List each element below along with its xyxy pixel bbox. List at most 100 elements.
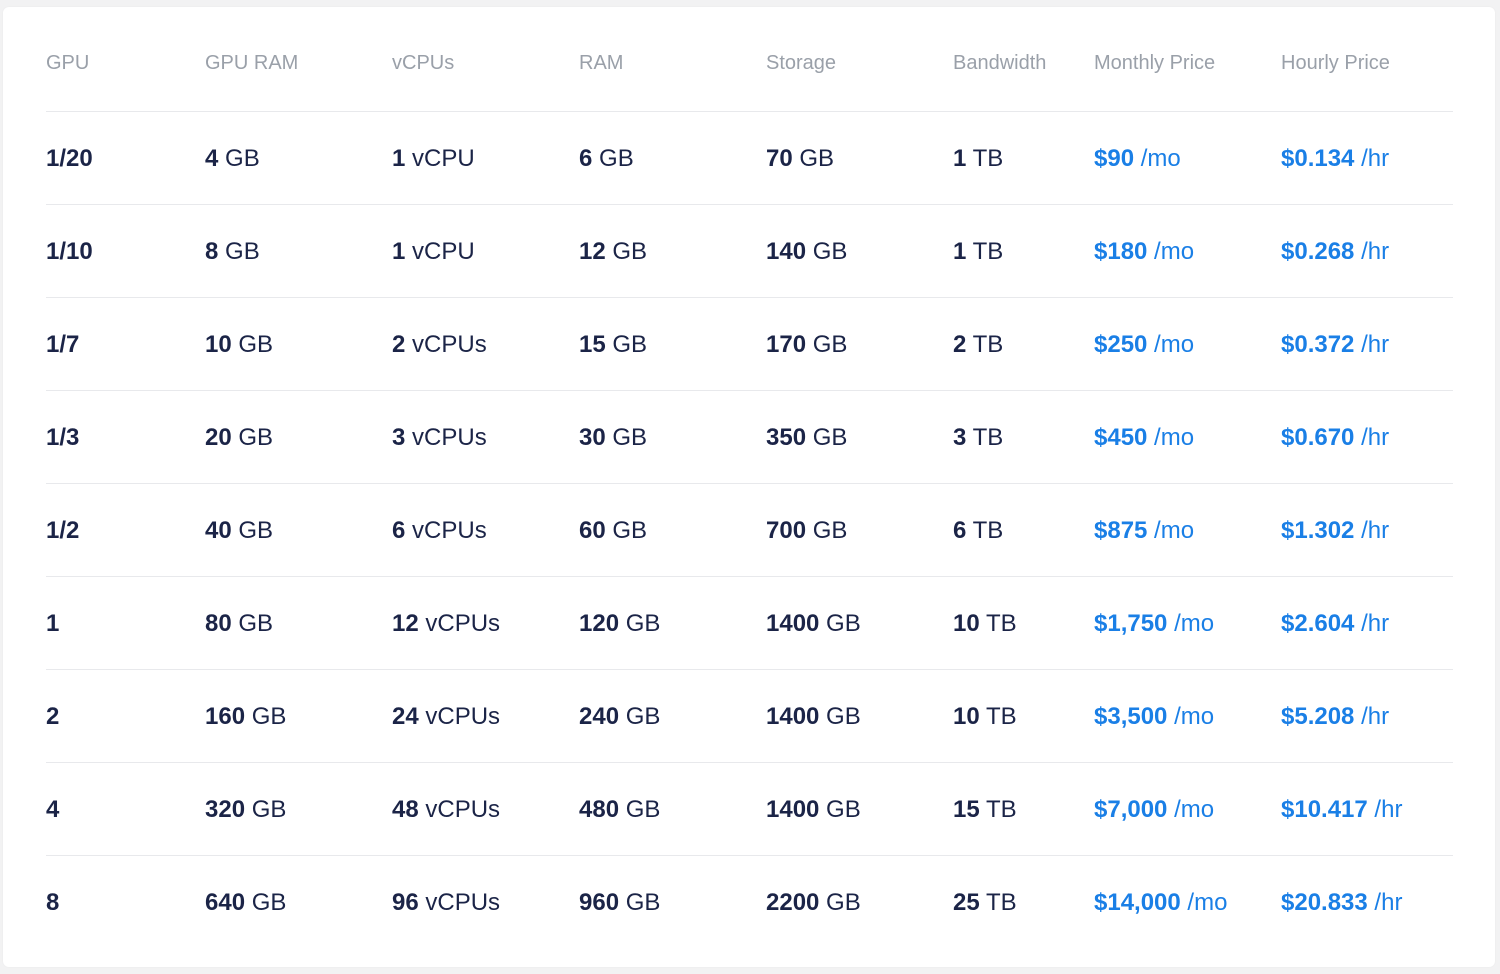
cell-unit: TB	[979, 610, 1017, 637]
cell-monthly-price: $1,750 /mo	[1094, 610, 1214, 638]
cell-number: 120	[579, 610, 620, 637]
table-row: 1/20 4 GB 1 vCPU 6 GB 70 GB 1 TB $90 /mo $0.134…	[46, 112, 1453, 205]
cell-number: 10	[953, 703, 980, 730]
cell-gpu: 1/3	[46, 424, 79, 452]
cell-gpu: 8	[46, 889, 59, 917]
cell-number: $875	[1094, 517, 1148, 544]
cell-unit: GB	[605, 238, 648, 265]
cell-unit: GB	[245, 703, 287, 730]
cell-number: 40	[205, 517, 232, 544]
cell-unit: vCPU	[405, 145, 475, 172]
cell-value: 1/20	[46, 145, 93, 172]
cell-number: 1	[953, 145, 967, 172]
cell-number: $1.302	[1281, 517, 1355, 544]
cell-number: $0.670	[1281, 424, 1355, 451]
cell-vcpus: 12 vCPUs	[392, 610, 500, 638]
table-row: 4 320 GB 48 vCPUs 480 GB 1400 GB 15 TB $7,000 …	[46, 763, 1453, 856]
cell-hourly-price: $0.670 /hr	[1281, 424, 1389, 452]
cell-gpu-ram: 160 GB	[205, 703, 286, 731]
cell-ram: 15 GB	[579, 331, 647, 359]
cell-bandwidth: 1 TB	[953, 238, 1003, 266]
table-row: 1/7 10 GB 2 vCPUs 15 GB 170 GB 2 TB $250 /mo $0…	[46, 298, 1453, 391]
cell-unit: /hr	[1354, 424, 1390, 451]
cell-gpu-ram: 20 GB	[205, 424, 273, 452]
cell-unit: GB	[619, 889, 661, 916]
cell-number: 2	[392, 331, 406, 358]
cell-number: $14,000	[1094, 889, 1181, 916]
cell-ram: 960 GB	[579, 889, 660, 917]
cell-unit: /hr	[1367, 889, 1403, 916]
cell-value: 8	[46, 889, 60, 916]
cell-gpu-ram: 320 GB	[205, 796, 286, 824]
cell-storage: 350 GB	[766, 424, 847, 452]
cell-unit: vCPUs	[405, 424, 487, 451]
cell-number: 240	[579, 703, 620, 730]
cell-unit: /hr	[1354, 145, 1390, 172]
cell-ram: 240 GB	[579, 703, 660, 731]
cell-number: 640	[205, 889, 246, 916]
cell-unit: /mo	[1167, 610, 1215, 637]
cell-vcpus: 48 vCPUs	[392, 796, 500, 824]
cell-unit: GB	[231, 517, 274, 544]
cell-bandwidth: 15 TB	[953, 796, 1017, 824]
cell-number: 30	[579, 424, 606, 451]
cell-number: 140	[766, 238, 807, 265]
header-gpu: GPU	[46, 52, 90, 74]
cell-vcpus: 6 vCPUs	[392, 517, 487, 545]
cell-unit: GB	[806, 331, 848, 358]
cell-vcpus: 3 vCPUs	[392, 424, 487, 452]
table-body: 1/20 4 GB 1 vCPU 6 GB 70 GB 1 TB $90 /mo $0.134…	[46, 112, 1453, 948]
cell-hourly-price: $10.417 /hr	[1281, 796, 1402, 824]
cell-gpu-ram: 10 GB	[205, 331, 273, 359]
cell-number: 3	[953, 424, 967, 451]
cell-hourly-price: $0.134 /hr	[1281, 145, 1389, 173]
table-row: 8 640 GB 96 vCPUs 960 GB 2200 GB 25 TB $14,000…	[46, 856, 1453, 948]
cell-unit: TB	[966, 331, 1004, 358]
cell-unit: GB	[231, 331, 274, 358]
cell-number: $7,000	[1094, 796, 1168, 823]
cell-monthly-price: $90 /mo	[1094, 145, 1181, 173]
cell-unit: vCPUs	[418, 796, 501, 823]
cell-unit: GB	[231, 610, 274, 637]
cell-number: 15	[579, 331, 606, 358]
cell-gpu-ram: 40 GB	[205, 517, 273, 545]
cell-unit: GB	[231, 424, 274, 451]
cell-ram: 12 GB	[579, 238, 647, 266]
cell-unit: GB	[806, 424, 848, 451]
cell-number: 1400	[766, 610, 820, 637]
cell-vcpus: 2 vCPUs	[392, 331, 487, 359]
cell-number: 1	[392, 145, 406, 172]
cell-number: 48	[392, 796, 419, 823]
cell-unit: GB	[819, 610, 861, 637]
cell-unit: GB	[218, 238, 260, 265]
cell-monthly-price: $450 /mo	[1094, 424, 1194, 452]
cell-number: 15	[953, 796, 980, 823]
cell-storage: 700 GB	[766, 517, 847, 545]
cell-unit: TB	[966, 238, 1004, 265]
cell-bandwidth: 25 TB	[953, 889, 1017, 917]
cell-unit: GB	[619, 796, 661, 823]
cell-unit: GB	[819, 796, 861, 823]
cell-number: $0.268	[1281, 238, 1355, 265]
table-header-row: GPU GPU RAM vCPUs RAM Storage Bandwidth …	[46, 7, 1453, 112]
cell-number: 12	[579, 238, 606, 265]
cell-number: $2.604	[1281, 610, 1355, 637]
cell-unit: GB	[792, 145, 835, 172]
cell-value: 4	[46, 796, 60, 823]
cell-number: $20.833	[1281, 889, 1368, 916]
cell-ram: 30 GB	[579, 424, 647, 452]
cell-unit: TB	[979, 889, 1017, 916]
cell-unit: TB	[966, 424, 1004, 451]
cell-number: 6	[953, 517, 967, 544]
cell-monthly-price: $7,000 /mo	[1094, 796, 1214, 824]
header-ram: RAM	[579, 52, 624, 74]
cell-number: 700	[766, 517, 807, 544]
cell-hourly-price: $1.302 /hr	[1281, 517, 1389, 545]
cell-unit: TB	[966, 517, 1004, 544]
header-bandwidth: Bandwidth	[953, 52, 1047, 74]
cell-ram: 120 GB	[579, 610, 660, 638]
table-row: 1 80 GB 12 vCPUs 120 GB 1400 GB 10 TB $1,750 /…	[46, 577, 1453, 670]
cell-unit: GB	[605, 517, 648, 544]
table-row: 1/3 20 GB 3 vCPUs 30 GB 350 GB 3 TB $450 /mo $0…	[46, 391, 1453, 484]
cell-monthly-price: $250 /mo	[1094, 331, 1194, 359]
